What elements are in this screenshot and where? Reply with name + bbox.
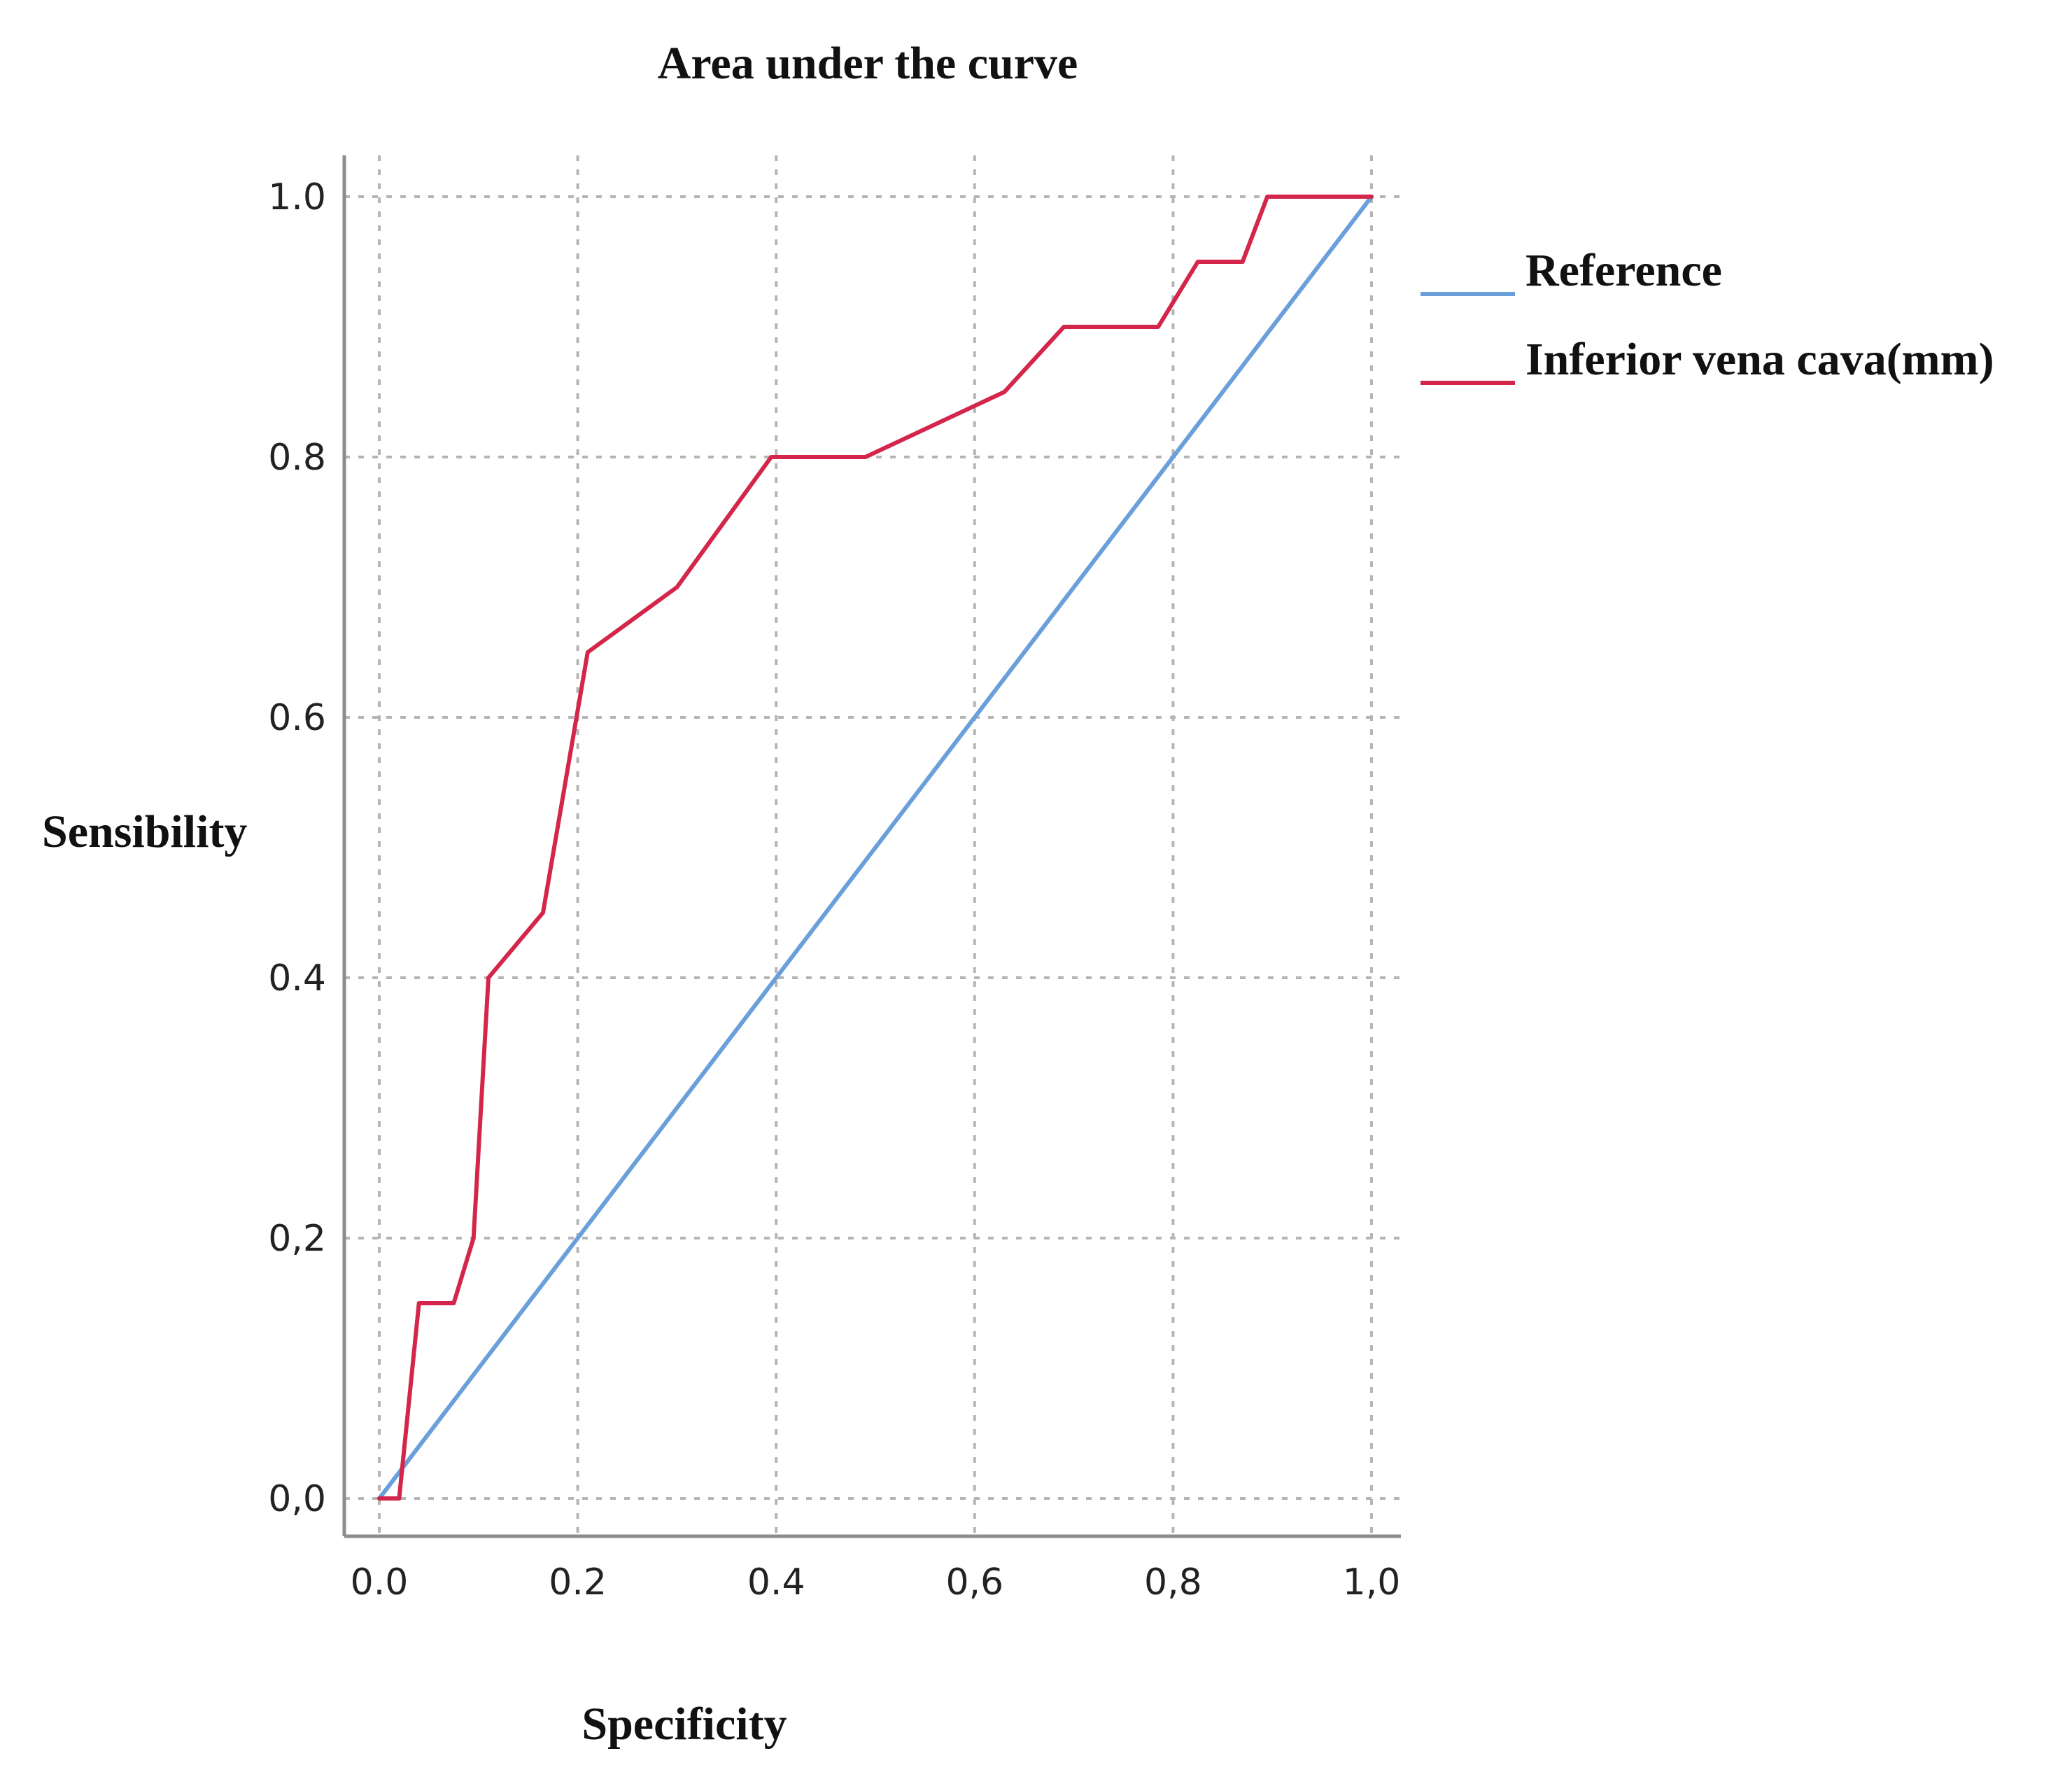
axes: [342, 155, 1401, 1538]
x-tick-label: 0.0: [351, 1561, 409, 1603]
x-tick-label: 0.4: [747, 1561, 805, 1603]
tick-labels: 0.0 0.2 0.4 0,6 0,8 1,0 0,0 0,2 0.4 0.6 0.8 1.0: [268, 176, 1400, 1603]
grid: [344, 155, 1401, 1536]
x-tick-label: 1,0: [1343, 1561, 1401, 1603]
y-tick-label: 0.4: [268, 957, 326, 999]
x-tick-label: 0.2: [549, 1561, 607, 1603]
x-axis-label: Specificity: [582, 1699, 787, 1750]
legend: Reference Inferior vena cava(mm): [1421, 245, 1994, 385]
y-tick-label: 1.0: [268, 176, 326, 218]
legend-label: Reference: [1525, 245, 1722, 296]
y-axis-label: Sensibility: [42, 806, 247, 857]
series-line: [377, 195, 1374, 1501]
y-tick-label: 0,2: [268, 1218, 326, 1260]
x-tick-label: 0,8: [1144, 1561, 1202, 1603]
series-line: [377, 195, 1374, 1501]
y-tick-label: 0.6: [268, 697, 326, 739]
chart-title: Area under the curve: [658, 38, 1078, 89]
series-lines: [377, 195, 1374, 1501]
legend-label: Inferior vena cava(mm): [1525, 334, 1994, 385]
y-tick-label: 0,0: [268, 1478, 326, 1520]
y-tick-label: 0.8: [268, 437, 326, 479]
x-tick-label: 0,6: [945, 1561, 1003, 1603]
